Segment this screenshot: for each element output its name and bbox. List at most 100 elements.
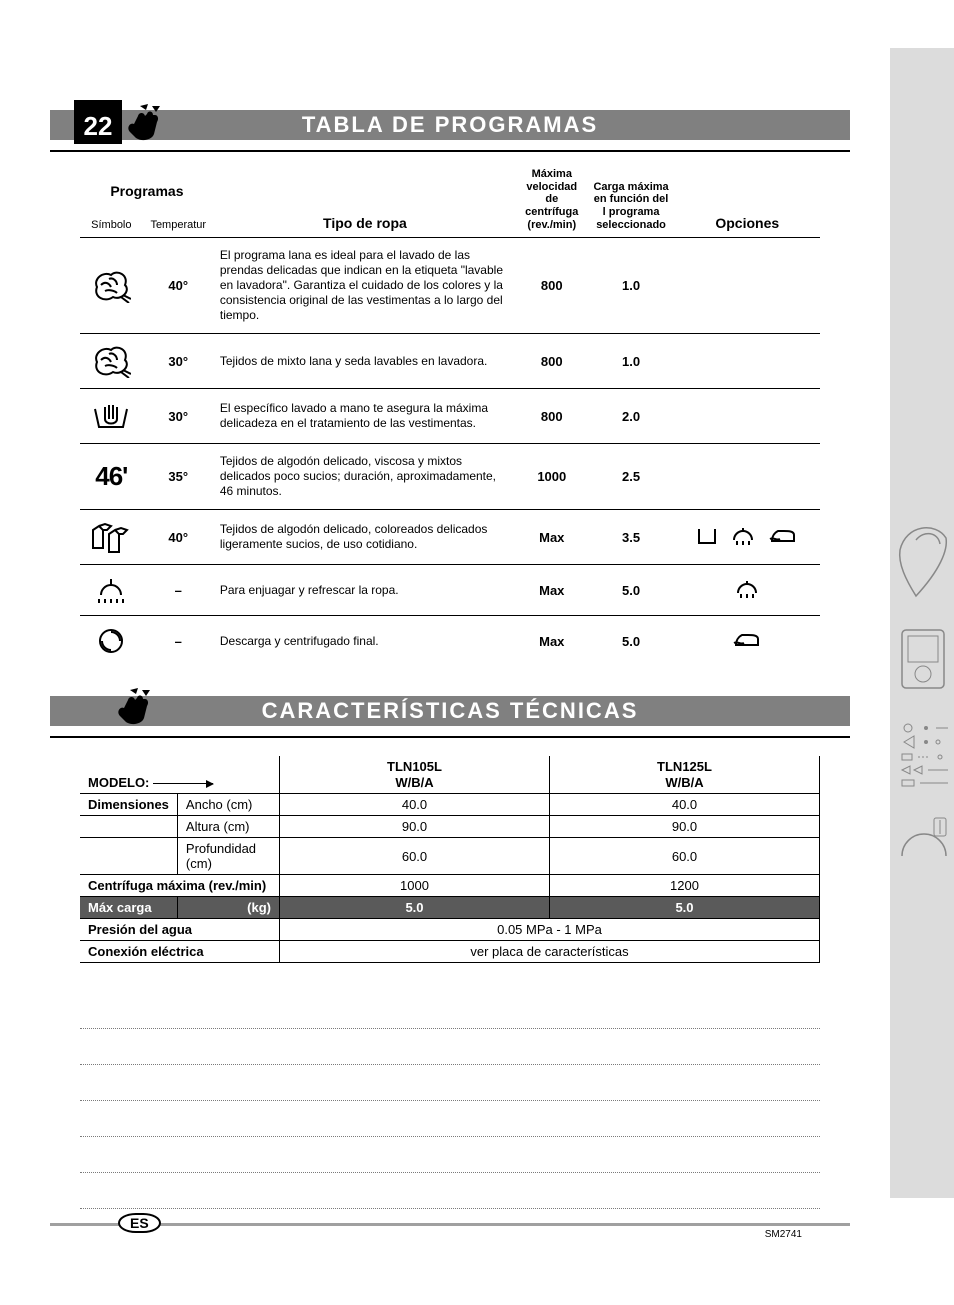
spec-group: Máx carga (80, 897, 177, 919)
spec-group (80, 816, 177, 838)
program-row: –Descarga y centrifugado final.Max5.0 (80, 616, 820, 667)
spec-label: Profundidad (cm) (177, 838, 279, 875)
program-load: 2.5 (588, 444, 675, 510)
program-desc: Descarga y centrifugado final. (214, 616, 516, 667)
program-desc: Tejidos de algodón delicado, viscosa y m… (214, 444, 516, 510)
program-temp: 30° (143, 334, 214, 389)
programs-table: Programas Tipo de ropa Máxima velocidad … (80, 166, 820, 666)
program-options (675, 510, 820, 565)
tech-title: CARACTERÍSTICAS TÉCNICAS (50, 696, 850, 726)
note-line (80, 1029, 820, 1065)
spec-group: Conexión eléctrica (80, 941, 280, 963)
spec-value: 1000 (280, 875, 550, 897)
programs-title: TABLA DE PROGRAMAS (50, 110, 850, 140)
spec-row: Centrífuga máxima (rev./min)10001200 (80, 875, 820, 897)
program-temp: 40° (143, 510, 214, 565)
spec-label: Altura (cm) (177, 816, 279, 838)
th-spin: Máxima velocidad de centrífuga (rev./min… (516, 166, 588, 238)
program-row: 46'35°Tejidos de algodón delicado, visco… (80, 444, 820, 510)
program-spin: Max (516, 616, 588, 667)
program-load: 2.0 (588, 389, 675, 444)
program-load: 3.5 (588, 510, 675, 565)
program-desc: El específico lavado a mano te asegura l… (214, 389, 516, 444)
spec-value: 5.0 (280, 897, 550, 919)
spec-group: Centrífuga máxima (rev./min) (80, 875, 280, 897)
spec-value: 40.0 (550, 794, 820, 816)
program-load: 1.0 (588, 238, 675, 334)
th-temperatur: Temperatur (143, 205, 214, 238)
programs-header-band: 22 TABLA DE PROGRAMAS (50, 100, 850, 144)
spec-group: Dimensiones (80, 794, 177, 816)
spec-row: Presión del agua0.05 MPa - 1 MPa (80, 919, 820, 941)
note-line (80, 1101, 820, 1137)
program-load: 1.0 (588, 334, 675, 389)
notes-lines (80, 993, 820, 1209)
th-programas: Programas (80, 166, 214, 205)
program-options (675, 334, 820, 389)
spec-value: 90.0 (550, 816, 820, 838)
spec-value: ver placa de características (280, 941, 820, 963)
model-1: TLN125LW/B/A (550, 756, 820, 794)
model-0: TLN105LW/B/A (280, 756, 550, 794)
program-spin: 800 (516, 389, 588, 444)
language-badge: ES (118, 1213, 161, 1233)
spec-value: 5.0 (550, 897, 820, 919)
program-spin: 1000 (516, 444, 588, 510)
program-symbol (80, 238, 143, 334)
program-spin: Max (516, 510, 588, 565)
spec-group (80, 838, 177, 875)
program-spin: 800 (516, 238, 588, 334)
modelo-label: MODELO: (80, 756, 280, 794)
program-desc: Tejidos de algodón delicado, coloreados … (214, 510, 516, 565)
program-desc: El programa lana es ideal para el lavado… (214, 238, 516, 334)
spec-value: 40.0 (280, 794, 550, 816)
specs-table: MODELO: TLN105LW/B/A TLN125LW/B/A Dimens… (80, 756, 820, 963)
spec-label: (kg) (177, 897, 279, 919)
program-temp: – (143, 565, 214, 616)
spec-row: Profundidad (cm)60.060.0 (80, 838, 820, 875)
program-symbol (80, 510, 143, 565)
program-row: 40°Tejidos de algodón delicado, coloread… (80, 510, 820, 565)
program-load: 5.0 (588, 616, 675, 667)
program-options (675, 238, 820, 334)
spec-row: Altura (cm)90.090.0 (80, 816, 820, 838)
tech-header-band: CARACTERÍSTICAS TÉCNICAS (50, 686, 850, 730)
program-spin: 800 (516, 334, 588, 389)
th-opciones: Opciones (675, 166, 820, 238)
program-desc: Para enjuagar y refrescar la ropa. (214, 565, 516, 616)
note-line (80, 993, 820, 1029)
program-options (675, 389, 820, 444)
program-load: 5.0 (588, 565, 675, 616)
spec-row: DimensionesAncho (cm)40.040.0 (80, 794, 820, 816)
doc-code: SM2741 (765, 1229, 802, 1240)
note-line (80, 1173, 820, 1209)
program-row: 40°El programa lana es ideal para el lav… (80, 238, 820, 334)
side-thumbnails (896, 520, 952, 886)
spec-value: 1200 (550, 875, 820, 897)
th-tipo: Tipo de ropa (214, 166, 516, 238)
program-symbol (80, 389, 143, 444)
spec-row: Máx carga(kg)5.05.0 (80, 897, 820, 919)
spec-value: 60.0 (280, 838, 550, 875)
note-line (80, 1137, 820, 1173)
program-symbol (80, 565, 143, 616)
program-options (675, 444, 820, 510)
program-symbol: 46' (80, 444, 143, 510)
program-row: 30°El específico lavado a mano te asegur… (80, 389, 820, 444)
program-row: –Para enjuagar y refrescar la ropa.Max5.… (80, 565, 820, 616)
program-temp: 35° (143, 444, 214, 510)
program-symbol (80, 334, 143, 389)
program-temp: – (143, 616, 214, 667)
program-temp: 30° (143, 389, 214, 444)
spec-group: Presión del agua (80, 919, 280, 941)
program-spin: Max (516, 565, 588, 616)
program-row: 30°Tejidos de mixto lana y seda lavables… (80, 334, 820, 389)
spec-value: 60.0 (550, 838, 820, 875)
spec-row: Conexión eléctricaver placa de caracterí… (80, 941, 820, 963)
page-footer: ES SM2741 (50, 1223, 850, 1253)
program-temp: 40° (143, 238, 214, 334)
th-load: Carga máxima en función del l programa s… (588, 166, 675, 238)
spec-value: 90.0 (280, 816, 550, 838)
program-desc: Tejidos de mixto lana y seda lavables en… (214, 334, 516, 389)
program-symbol (80, 616, 143, 667)
